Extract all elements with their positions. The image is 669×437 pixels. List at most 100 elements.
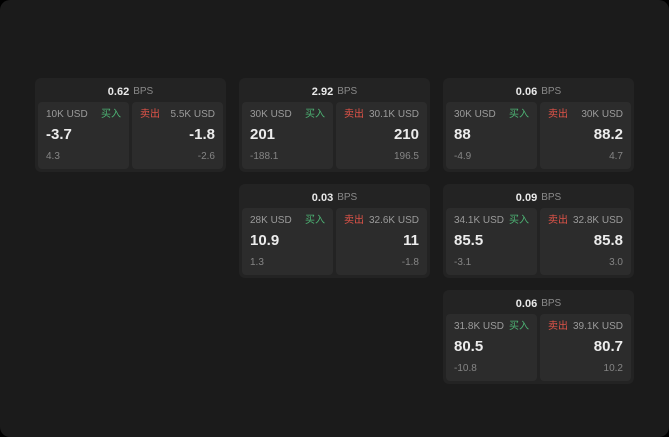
sell-price: 11 <box>403 232 419 249</box>
board-column: 0.06 BPS 30K USD 买入 88 -4.9 卖出 30K USD 8… <box>443 78 634 384</box>
buy-amount: 31.8K USD <box>454 321 505 332</box>
spread-card: 0.06 BPS 30K USD 买入 88 -4.9 卖出 30K USD 8… <box>443 78 634 172</box>
card-body: 30K USD 买入 88 -4.9 卖出 30K USD 88.2 4.7 <box>446 102 631 169</box>
bps-unit-label: BPS <box>133 86 154 97</box>
sell-panel[interactable]: 卖出 30K USD 88.2 4.7 <box>540 102 631 169</box>
sell-amount: 30.1K USD <box>368 109 419 120</box>
card-body: 28K USD 买入 10.9 1.3 卖出 32.6K USD 11 -1.8 <box>242 208 427 275</box>
buy-amount: 34.1K USD <box>454 215 505 226</box>
sell-sub-value: 10.2 <box>603 363 623 374</box>
sell-price: 80.7 <box>593 338 623 355</box>
sell-side-label: 卖出 <box>344 215 364 226</box>
buy-panel-top: 34.1K USD 买入 <box>454 215 529 227</box>
spread-board: 0.62 BPS 10K USD 买入 -3.7 4.3 卖出 5.5K USD… <box>35 78 634 384</box>
buy-price: 10.9 <box>250 232 280 249</box>
card-header: 0.06 BPS <box>446 293 631 314</box>
bps-unit-label: BPS <box>541 298 562 309</box>
card-body: 31.8K USD 买入 80.5 -10.8 卖出 39.1K USD 80.… <box>446 314 631 381</box>
card-header: 0.06 BPS <box>446 81 631 102</box>
bps-unit-label: BPS <box>541 86 562 97</box>
buy-panel[interactable]: 30K USD 买入 201 -188.1 <box>242 102 333 169</box>
bps-value: 2.92 <box>311 85 334 98</box>
buy-panel-top: 31.8K USD 买入 <box>454 321 529 333</box>
sell-price: 210 <box>393 126 419 143</box>
sell-panel[interactable]: 卖出 5.5K USD -1.8 -2.6 <box>132 102 223 169</box>
board-column: 2.92 BPS 30K USD 买入 201 -188.1 卖出 30.1K … <box>239 78 430 278</box>
buy-side-label: 买入 <box>101 109 121 120</box>
card-header: 0.03 BPS <box>242 187 427 208</box>
sell-panel-top: 卖出 32.6K USD <box>344 215 419 227</box>
buy-sub-value: 4.3 <box>46 151 60 162</box>
buy-sub-value: 1.3 <box>250 257 264 268</box>
sell-side-label: 卖出 <box>344 109 364 120</box>
sell-price: 85.8 <box>593 232 623 249</box>
bps-value: 0.06 <box>515 297 538 310</box>
card-body: 30K USD 买入 201 -188.1 卖出 30.1K USD 210 1… <box>242 102 427 169</box>
buy-side-label: 买入 <box>305 109 325 120</box>
sell-side-label: 卖出 <box>548 215 568 226</box>
sell-sub-value: 196.5 <box>393 151 419 162</box>
buy-price: 80.5 <box>454 338 484 355</box>
spread-card: 0.62 BPS 10K USD 买入 -3.7 4.3 卖出 5.5K USD… <box>35 78 226 172</box>
bps-value: 0.06 <box>515 85 538 98</box>
buy-panel[interactable]: 28K USD 买入 10.9 1.3 <box>242 208 333 275</box>
buy-price: -3.7 <box>46 126 72 143</box>
sell-price: -1.8 <box>189 126 215 143</box>
sell-amount: 5.5K USD <box>170 109 215 120</box>
sell-amount: 32.8K USD <box>572 215 623 226</box>
spread-card: 0.09 BPS 34.1K USD 买入 85.5 -3.1 卖出 32.8K… <box>443 184 634 278</box>
buy-side-label: 买入 <box>509 215 529 226</box>
buy-amount: 10K USD <box>46 109 88 120</box>
sell-sub-value: 4.7 <box>609 151 623 162</box>
buy-panel-top: 28K USD 买入 <box>250 215 325 227</box>
spread-card: 2.92 BPS 30K USD 买入 201 -188.1 卖出 30.1K … <box>239 78 430 172</box>
sell-panel-top: 卖出 30K USD <box>548 109 623 121</box>
buy-panel[interactable]: 31.8K USD 买入 80.5 -10.8 <box>446 314 537 381</box>
sell-price: 88.2 <box>593 126 623 143</box>
buy-price: 88 <box>454 126 471 143</box>
sell-side-label: 卖出 <box>548 109 568 120</box>
card-body: 10K USD 买入 -3.7 4.3 卖出 5.5K USD -1.8 -2.… <box>38 102 223 169</box>
buy-sub-value: -4.9 <box>454 151 472 162</box>
bps-value: 0.62 <box>107 85 130 98</box>
sell-panel-top: 卖出 32.8K USD <box>548 215 623 227</box>
buy-panel-top: 10K USD 买入 <box>46 109 121 121</box>
card-header: 0.09 BPS <box>446 187 631 208</box>
board-column: 0.62 BPS 10K USD 买入 -3.7 4.3 卖出 5.5K USD… <box>35 78 226 172</box>
bps-unit-label: BPS <box>541 192 562 203</box>
sell-panel[interactable]: 卖出 32.6K USD 11 -1.8 <box>336 208 427 275</box>
buy-sub-value: -3.1 <box>454 257 472 268</box>
buy-sub-value: -10.8 <box>454 363 477 374</box>
buy-panel[interactable]: 34.1K USD 买入 85.5 -3.1 <box>446 208 537 275</box>
bps-unit-label: BPS <box>337 86 358 97</box>
buy-side-label: 买入 <box>509 109 529 120</box>
buy-panel[interactable]: 10K USD 买入 -3.7 4.3 <box>38 102 129 169</box>
sell-panel-top: 卖出 5.5K USD <box>140 109 215 121</box>
sell-panel-top: 卖出 39.1K USD <box>548 321 623 333</box>
sell-panel[interactable]: 卖出 32.8K USD 85.8 3.0 <box>540 208 631 275</box>
card-body: 34.1K USD 买入 85.5 -3.1 卖出 32.8K USD 85.8… <box>446 208 631 275</box>
buy-panel-top: 30K USD 买入 <box>250 109 325 121</box>
sell-sub-value: 3.0 <box>609 257 623 268</box>
card-header: 0.62 BPS <box>38 81 223 102</box>
sell-sub-value: -2.6 <box>197 151 215 162</box>
sell-sub-value: -1.8 <box>401 257 419 268</box>
spread-card: 0.03 BPS 28K USD 买入 10.9 1.3 卖出 32.6K US… <box>239 184 430 278</box>
sell-side-label: 卖出 <box>548 321 568 332</box>
sell-side-label: 卖出 <box>140 109 160 120</box>
sell-amount: 30K USD <box>581 109 623 120</box>
sell-panel[interactable]: 卖出 39.1K USD 80.7 10.2 <box>540 314 631 381</box>
sell-amount: 32.6K USD <box>368 215 419 226</box>
buy-panel[interactable]: 30K USD 买入 88 -4.9 <box>446 102 537 169</box>
buy-sub-value: -188.1 <box>250 151 279 162</box>
bps-unit-label: BPS <box>337 192 358 203</box>
sell-panel[interactable]: 卖出 30.1K USD 210 196.5 <box>336 102 427 169</box>
bps-value: 0.09 <box>515 191 538 204</box>
sell-amount: 39.1K USD <box>572 321 623 332</box>
buy-side-label: 买入 <box>305 215 325 226</box>
card-header: 2.92 BPS <box>242 81 427 102</box>
buy-amount: 28K USD <box>250 215 292 226</box>
buy-price: 201 <box>250 126 276 143</box>
buy-panel-top: 30K USD 买入 <box>454 109 529 121</box>
